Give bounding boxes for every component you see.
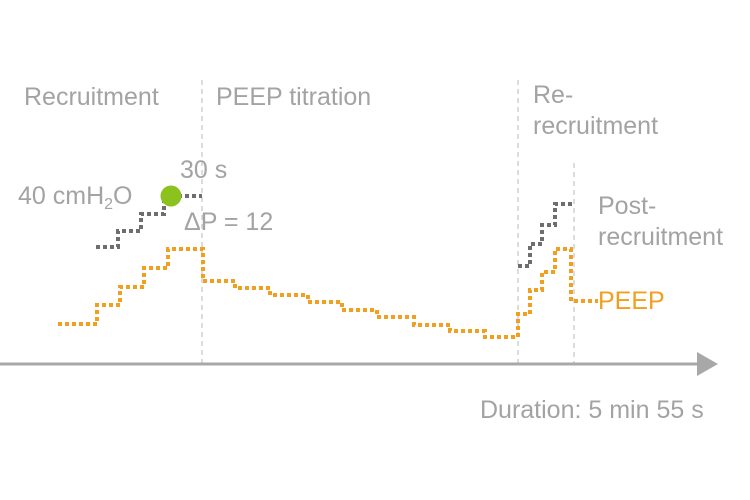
post-recruitment-label-2: recruitment (598, 223, 723, 251)
peak-pressure-prefix: 40 cmH (18, 182, 104, 210)
phase-label-rerecruitment-1: Re- (533, 81, 573, 109)
driving-pressure-label: ΔP = 12 (184, 208, 273, 236)
peak-pressure-suffix: O (113, 182, 132, 210)
pressure-trace-rerecruitment (518, 202, 574, 268)
hold-time-label: 30 s (180, 156, 227, 184)
phase-label-rerecruitment-2: recruitment (533, 112, 658, 140)
peak-pressure-subscript: 2 (104, 196, 113, 213)
peep-trace (58, 247, 598, 339)
phase-label-recruitment: Recruitment (24, 83, 159, 111)
duration-label: Duration: 5 min 55 s (480, 396, 704, 424)
peak-pressure-marker (160, 185, 182, 207)
time-axis-arrowhead (697, 352, 718, 376)
phase-label-titration: PEEP titration (216, 83, 371, 111)
post-recruitment-label-1: Post- (598, 192, 656, 220)
peep-label: PEEP (598, 287, 665, 315)
peak-pressure-label: 40 cmH2O (18, 182, 133, 213)
